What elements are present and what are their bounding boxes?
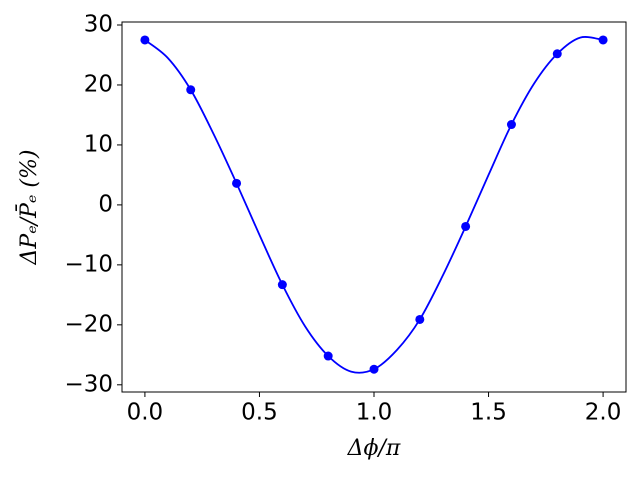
plot-frame	[121, 21, 627, 393]
x-tick-label: 1.0	[356, 400, 393, 426]
point	[186, 85, 196, 95]
y-tick-label: 10	[84, 131, 113, 157]
x-axis-label: Δϕ/π	[347, 436, 401, 461]
point	[552, 49, 562, 59]
y-tick-label: 20	[84, 71, 113, 97]
x-tick-label: 2.0	[585, 400, 622, 426]
point	[140, 35, 150, 45]
point	[506, 120, 516, 130]
x-tick-label: 0.5	[241, 400, 278, 426]
point	[277, 280, 287, 290]
curve	[144, 36, 604, 374]
y-axis-label: ΔPₑ/P̄ₑ (%)	[15, 149, 42, 265]
y-tick-label: −20	[64, 311, 113, 337]
y-tick-label: 30	[84, 11, 113, 37]
point	[323, 351, 333, 361]
point	[415, 314, 425, 324]
point	[598, 35, 608, 45]
y-tick-label: −10	[64, 251, 113, 277]
x-tick-label: 1.5	[470, 400, 507, 426]
x-tick-label: 0.0	[127, 400, 164, 426]
y-tick-label: −30	[64, 371, 113, 397]
y-tick-label: 0	[98, 191, 113, 217]
point	[369, 364, 379, 374]
point	[461, 221, 471, 231]
point	[232, 178, 242, 188]
